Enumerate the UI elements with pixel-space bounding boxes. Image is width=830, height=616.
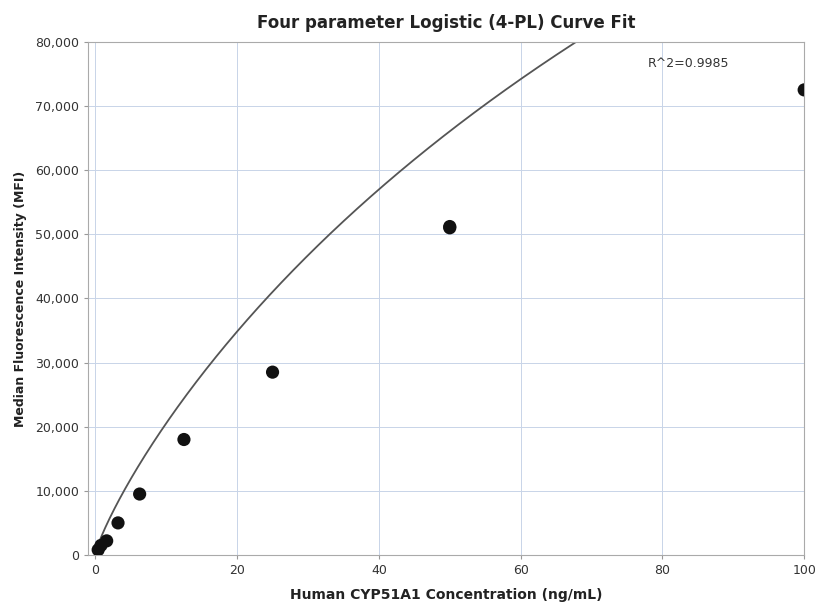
Y-axis label: Median Fluorescence Intensity (MFI): Median Fluorescence Intensity (MFI) [14,170,27,426]
Text: R^2=0.9985: R^2=0.9985 [648,57,730,70]
Point [100,536,114,546]
Point [443,223,457,233]
Point [798,85,811,95]
Title: Four parameter Logistic (4-PL) Curve Fit: Four parameter Logistic (4-PL) Curve Fit [257,14,636,32]
Point [91,545,105,555]
Point [178,434,191,444]
X-axis label: Human CYP51A1 Concentration (ng/mL): Human CYP51A1 Concentration (ng/mL) [290,588,603,602]
Point [111,518,124,528]
Point [133,489,146,499]
Point [443,222,457,232]
Point [95,540,108,550]
Point [266,367,279,377]
